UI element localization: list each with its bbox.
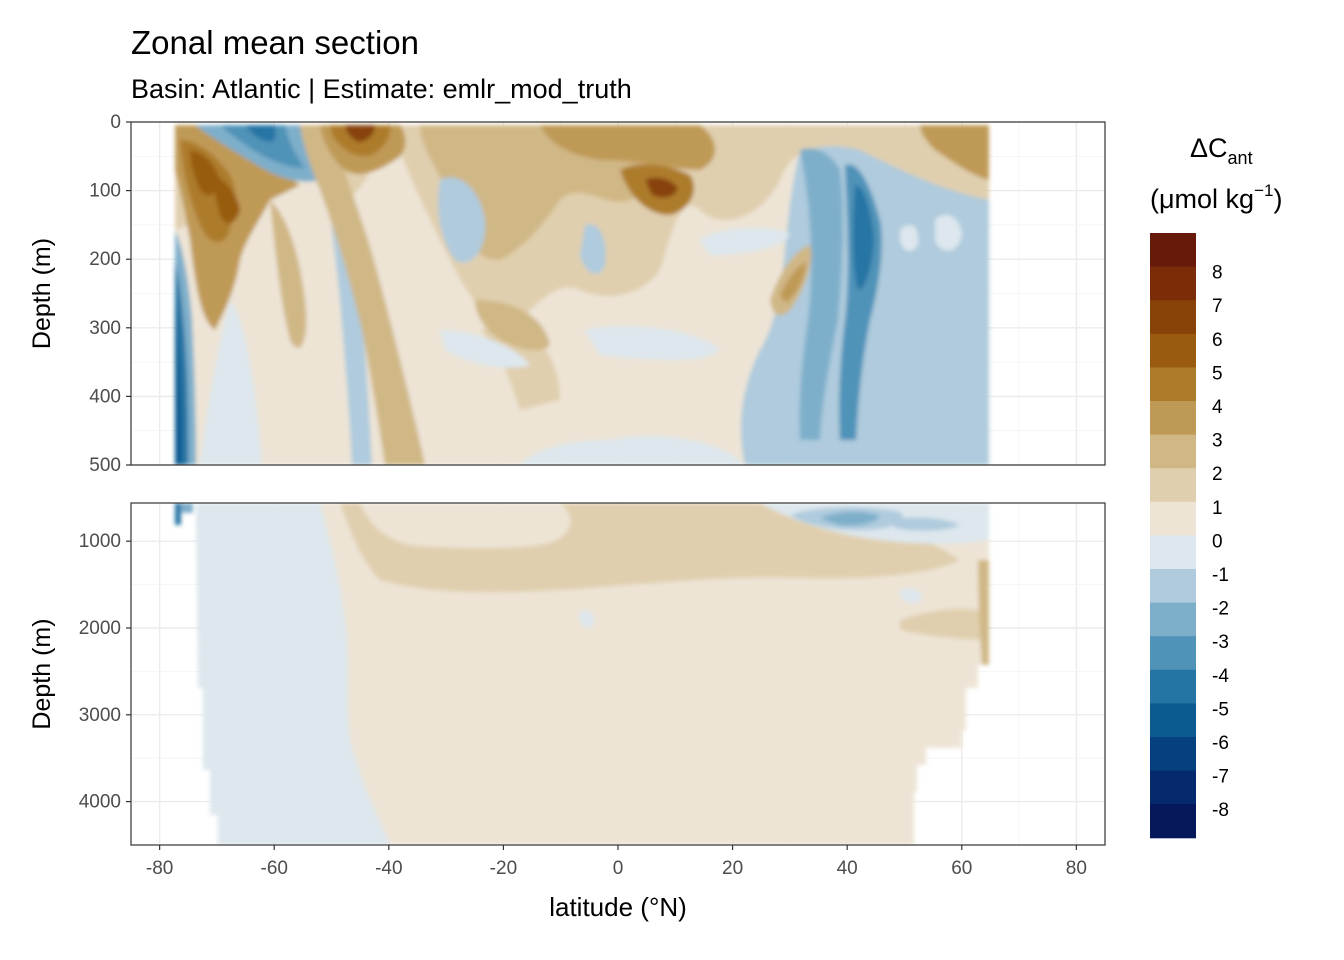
lower-panel-field (175, 503, 989, 845)
x-tick-label: -60 (261, 858, 288, 879)
legend-color-bin (1150, 636, 1196, 671)
legend-bin-label: 8 (1212, 263, 1223, 284)
y-tick-label: 1000 (79, 531, 121, 552)
legend-color-bin (1150, 266, 1196, 301)
legend-bin-label: -4 (1212, 666, 1229, 687)
legend-color-bin (1150, 535, 1196, 570)
legend-color-bin (1150, 333, 1196, 368)
legend-bin-label: 7 (1212, 296, 1223, 317)
y-tick-label: 400 (89, 386, 121, 407)
x-tick-label: 40 (837, 858, 858, 879)
x-tick-label: -80 (146, 858, 173, 879)
x-tick-label: 20 (722, 858, 743, 879)
legend-color-bin (1150, 468, 1196, 503)
legend-bin-label: 5 (1212, 363, 1223, 384)
legend-color-bin (1150, 501, 1196, 536)
legend-color-bin (1150, 300, 1196, 335)
legend-color-bin (1150, 434, 1196, 469)
x-tick-label: 60 (951, 858, 972, 879)
legend-bin-label: 3 (1212, 431, 1223, 452)
legend-bin-label: 0 (1212, 531, 1223, 552)
legend-bin-label: -6 (1212, 733, 1229, 754)
chart-subtitle: Basin: Atlantic | Estimate: emlr_mod_tru… (131, 74, 632, 104)
legend-color-bin (1150, 804, 1196, 839)
y-tick-label: 0 (110, 112, 121, 133)
upper-panel-field (175, 125, 989, 465)
y-tick-label: 3000 (79, 705, 121, 726)
legend-bin-label: -7 (1212, 767, 1229, 788)
legend-bin-label: 1 (1212, 498, 1223, 519)
y-axis-label: Depth (m) (28, 618, 56, 729)
legend-bin-label: -3 (1212, 632, 1229, 653)
y-tick-label: 4000 (79, 792, 121, 813)
legend-color-bin (1150, 703, 1196, 738)
legend-bin-label: -1 (1212, 565, 1229, 586)
y-tick-label: 200 (89, 249, 121, 270)
legend-unit: (μmol kg−1) (1150, 181, 1282, 214)
y-tick-label: 2000 (79, 618, 121, 639)
y-tick-label: 100 (89, 181, 121, 202)
x-tick-label: 0 (613, 858, 624, 879)
legend-color-bin (1150, 401, 1196, 436)
upper-panel-border (130, 121, 1106, 466)
legend-color-bin (1150, 367, 1196, 402)
legend-color-bin (1150, 770, 1196, 805)
legend-bin-label: 6 (1212, 330, 1223, 351)
y-tick-label: 300 (89, 318, 121, 339)
legend-color-bin (1150, 602, 1196, 637)
legend-bin-label: -8 (1212, 800, 1229, 821)
x-axis-label: latitude (°N) (549, 892, 687, 922)
legend-bin-label: -2 (1212, 599, 1229, 620)
y-axis-label: Depth (m) (28, 238, 56, 349)
y-tick-label: 500 (89, 455, 121, 476)
legend-bin-label: 2 (1212, 464, 1223, 485)
legend-color-bin (1150, 737, 1196, 772)
legend-title: ΔCant (1190, 133, 1253, 168)
legend-color-bin (1150, 569, 1196, 604)
x-tick-label: 80 (1066, 858, 1087, 879)
chart-title: Zonal mean section (131, 24, 419, 61)
legend-color-bin (1150, 669, 1196, 704)
x-tick-label: -40 (375, 858, 402, 879)
legend-bin-label: -5 (1212, 699, 1229, 720)
x-tick-label: -20 (490, 858, 517, 879)
legend-bin-label: 4 (1212, 397, 1223, 418)
legend-color-bin (1150, 233, 1196, 268)
